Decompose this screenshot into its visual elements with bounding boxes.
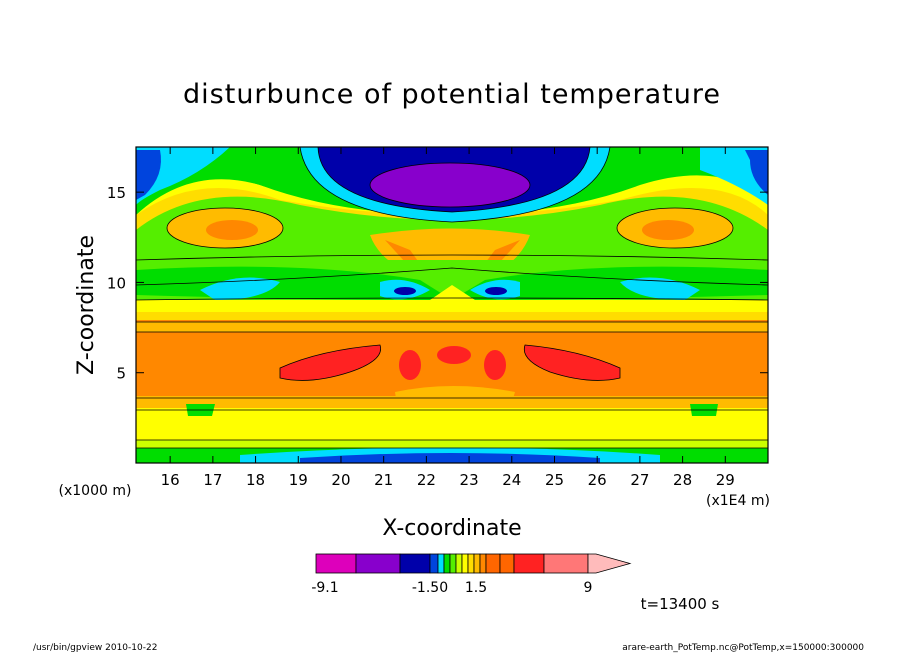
contour-band-midgreen-dark [136,266,768,300]
colorbar-arrow [587,553,632,574]
colorbar-label: 9 [584,580,593,596]
x-tick-label: 20 [331,471,350,489]
contour-red-c3 [437,346,471,364]
contour-band-blue-right [745,150,768,195]
y-axis-label: Z-coordinate [74,235,99,375]
contour-red-c1 [399,350,421,380]
contour-band-blue-left [136,150,161,200]
contour-lines [136,147,768,449]
contour-band-yellow-center [430,285,475,320]
contour-band-lower-yellow [136,408,768,440]
contour-red-left [280,345,381,381]
x-tick-label: 25 [545,471,564,489]
contour-blue-c1 [394,287,416,295]
colorbar-segment [467,553,475,574]
x-tick-label: 16 [161,471,180,489]
plot-frame [135,146,769,464]
colorbar-label: -1.50 [412,580,448,596]
contour-cyan-right [620,277,700,300]
x-axis-label: X-coordinate [382,516,521,541]
colorbar-segment [399,553,431,574]
colorbar-label: 1.5 [465,580,487,596]
contour-cyan-left [200,277,280,300]
colorbar-label: -9.1 [311,580,338,596]
colorbar-segment [355,553,401,574]
x-axis: 16 17 18 19 20 21 22 23 24 25 26 27 28 29 [161,147,735,489]
colorbar-segment [543,553,589,574]
colorbar-segment [449,553,457,574]
colorbar-segment [437,553,445,574]
x-unit-label: (x1E4 m) [706,493,770,509]
colorbar-segment [479,553,487,574]
contour-minimum [370,163,530,207]
x-tick-label: 21 [374,471,393,489]
x-tick-label: 22 [417,471,436,489]
colorbar-segment [499,553,515,574]
contour-red-c2 [484,350,506,380]
y-axis: 5 10 15 [107,184,768,383]
colorbar-segment [485,553,501,574]
contour-red-right [524,345,620,381]
footer-program: /usr/bin/gpview 2010-10-22 [33,643,157,653]
contour-blue-c2 [485,287,507,295]
colorbar-segment [315,553,357,574]
y-tick-label: 10 [107,274,126,292]
x-tick-label: 28 [673,471,692,489]
colorbar-segment [455,553,463,574]
contour-band-gold [136,312,768,322]
y-unit-label: (x1000 m) [59,483,132,499]
x-tick-label: 26 [588,471,607,489]
colorbar-segment [473,553,481,574]
y-tick-label: 5 [116,365,126,383]
x-tick-label: 29 [716,471,735,489]
contour-band-bottom-blue [300,453,600,463]
x-tick-label: 19 [289,471,308,489]
colorbar-segment [429,553,439,574]
contour-field [136,147,768,463]
colorbar-segment [461,553,469,574]
x-tick-label: 18 [246,471,265,489]
colorbar-segment [443,553,451,574]
x-tick-label: 24 [502,471,521,489]
x-tick-label: 27 [630,471,649,489]
contour-band-orange-top [136,322,768,332]
time-label: t=13400 s [641,595,720,613]
contour-eye-right-core [642,220,694,240]
colorbar: -9.1 -1.50 1.5 9 [311,553,632,596]
x-tick-label: 17 [203,471,222,489]
chart-title: disturbunce of potential temperature [183,79,721,110]
x-tick-label: 23 [460,471,479,489]
colorbar-segment [513,553,545,574]
footer-source: arare-earth_PotTemp.nc@PotTemp,x=150000:… [622,643,864,653]
contour-eye-left-core [206,220,258,240]
y-tick-label: 15 [107,184,126,202]
